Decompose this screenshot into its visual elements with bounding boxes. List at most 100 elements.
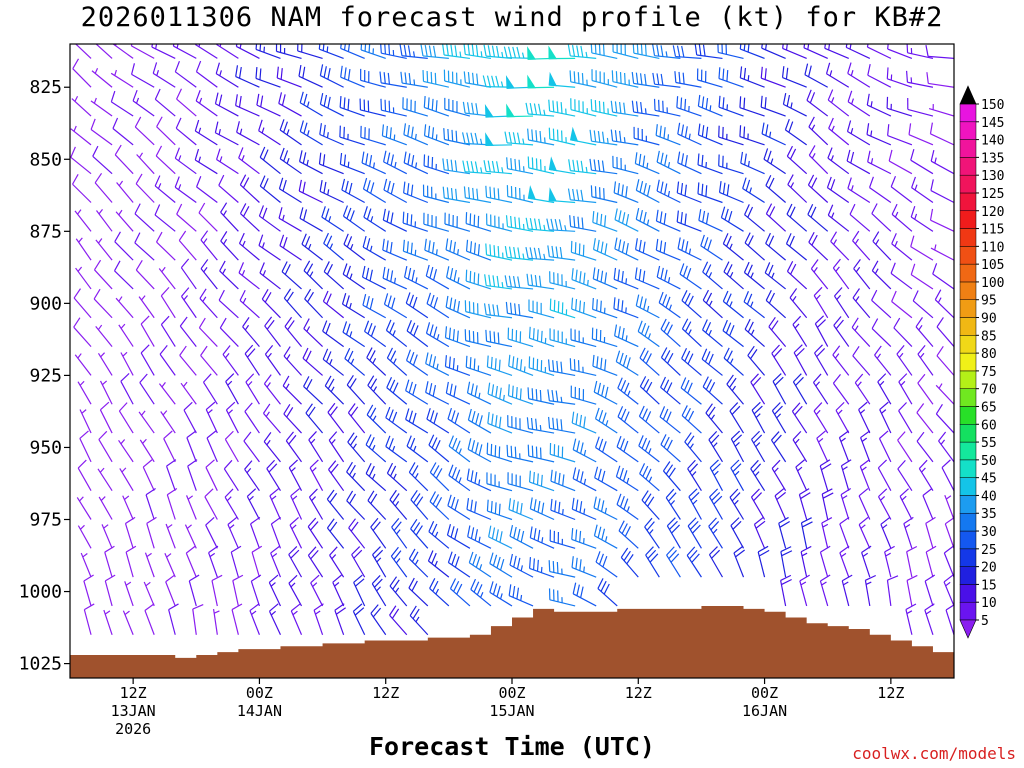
wind-barb <box>364 320 387 348</box>
wind-barb <box>765 289 787 319</box>
credit-link[interactable]: coolwx.com/models <box>852 744 1016 763</box>
wind-barb <box>639 347 660 376</box>
wind-barb <box>449 578 471 607</box>
wind-barb <box>98 430 113 463</box>
wind-barb <box>429 491 450 520</box>
wind-barb <box>470 578 492 607</box>
wind-barb <box>279 147 302 175</box>
wind-barb <box>259 262 281 290</box>
wind-barb <box>334 603 346 635</box>
wind-barb <box>283 288 302 319</box>
wind-barb <box>348 518 366 549</box>
wind-barb <box>849 203 871 232</box>
wind-barb <box>943 545 954 578</box>
wind-barb <box>258 205 281 232</box>
wind-barb <box>90 118 113 146</box>
wind-barb <box>550 469 576 492</box>
wind-barb <box>722 290 744 319</box>
colorbar-segment <box>959 139 977 158</box>
wind-barb <box>528 299 555 319</box>
wind-barb <box>681 318 702 348</box>
wind-barb <box>593 496 618 521</box>
wind-barb <box>907 98 934 117</box>
wind-barb <box>506 444 534 463</box>
wind-barb <box>684 432 702 463</box>
wind-barb <box>528 326 555 348</box>
wind-barb <box>665 488 681 520</box>
wind-barb <box>347 432 366 463</box>
wind-barb <box>847 62 871 88</box>
wind-barb <box>847 177 871 204</box>
wind-barb <box>77 380 92 405</box>
colorbar-label: 30 <box>981 525 997 540</box>
wind-barb <box>743 261 765 290</box>
wind-barb <box>814 344 829 376</box>
wind-barb <box>178 230 197 261</box>
wind-barb <box>679 263 702 290</box>
wind-barb <box>360 44 386 59</box>
wind-barb <box>847 90 871 117</box>
wind-barb <box>763 148 786 175</box>
wind-barb <box>851 317 871 347</box>
wind-barb <box>423 154 450 175</box>
colorbar-low-arrow <box>959 619 977 639</box>
wind-barb <box>871 203 892 232</box>
y-tick-label: 900 <box>29 293 62 314</box>
wind-barb <box>835 401 850 434</box>
wind-barb <box>332 574 345 607</box>
wind-barb <box>548 560 576 578</box>
wind-barb <box>615 350 639 376</box>
wind-barb <box>593 380 618 405</box>
wind-barb <box>932 263 954 290</box>
wind-barb <box>726 374 744 405</box>
y-tick-label: 925 <box>29 365 62 386</box>
wind-barb <box>798 488 811 520</box>
wind-barb <box>569 70 597 88</box>
wind-barb <box>99 401 113 434</box>
wind-barb <box>571 556 597 578</box>
wind-barb <box>299 91 323 117</box>
wind-barb <box>611 70 639 88</box>
wind-barb <box>708 517 723 549</box>
wind-barb <box>733 545 745 578</box>
wind-barb <box>70 287 71 289</box>
wind-barb <box>840 488 852 520</box>
wind-barb <box>795 459 808 491</box>
wind-barb <box>674 71 702 88</box>
wind-barb <box>448 435 471 463</box>
wind-barb <box>279 234 302 261</box>
colorbar-segment <box>959 601 977 621</box>
wind-barb <box>122 610 134 635</box>
wind-barb <box>730 517 745 549</box>
wind-barb <box>136 152 155 175</box>
wind-barb <box>677 237 702 261</box>
wind-barb <box>174 147 197 175</box>
wind-barb <box>590 185 618 204</box>
wind-barb <box>765 232 787 261</box>
wind-barb <box>504 131 534 146</box>
wind-barb <box>886 575 899 607</box>
wind-barb <box>568 159 597 175</box>
wind-barb <box>761 44 786 59</box>
wind-barb <box>342 263 366 290</box>
wind-barb <box>443 69 471 88</box>
wind-barb <box>339 125 365 146</box>
wind-barb <box>830 231 850 261</box>
wind-barb <box>72 58 92 88</box>
wind-barb <box>408 548 429 578</box>
wind-barb <box>483 44 513 60</box>
wind-barb <box>371 575 387 607</box>
colorbar-label: 5 <box>981 614 989 629</box>
wind-barb <box>891 203 913 232</box>
wind-barb <box>660 376 681 405</box>
wind-barb <box>676 181 702 204</box>
colorbar-label: 80 <box>981 347 997 362</box>
wind-barb <box>780 546 793 578</box>
wind-barb <box>467 438 492 463</box>
wind-barb <box>410 489 429 520</box>
wind-barb <box>652 44 681 60</box>
wind-barb <box>299 120 323 146</box>
wind-barb <box>639 463 660 492</box>
wind-barb <box>677 151 702 175</box>
wind-barb <box>446 266 471 290</box>
